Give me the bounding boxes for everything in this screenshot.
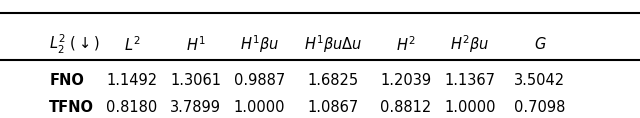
Text: 1.1492: 1.1492 — [106, 73, 157, 88]
Text: 1.6825: 1.6825 — [307, 73, 358, 88]
Text: 1.0000: 1.0000 — [234, 100, 285, 115]
Text: 1.1367: 1.1367 — [444, 73, 495, 88]
Text: $L_2^2$ ($\downarrow$): $L_2^2$ ($\downarrow$) — [49, 33, 100, 56]
Text: 0.8812: 0.8812 — [380, 100, 431, 115]
Text: 3.5042: 3.5042 — [515, 73, 565, 88]
Text: $L^2$: $L^2$ — [124, 35, 140, 54]
Text: 1.0000: 1.0000 — [444, 100, 495, 115]
Text: 1.2039: 1.2039 — [380, 73, 431, 88]
Text: 0.8180: 0.8180 — [106, 100, 157, 115]
Text: FNO: FNO — [49, 73, 84, 88]
Text: $H^2\beta u$: $H^2\beta u$ — [450, 34, 489, 55]
Text: 1.0867: 1.0867 — [307, 100, 358, 115]
Text: $H^2$: $H^2$ — [396, 35, 416, 54]
Text: $H^1$: $H^1$ — [186, 35, 205, 54]
Text: 3.7899: 3.7899 — [170, 100, 221, 115]
Text: $G$: $G$ — [534, 36, 546, 52]
Text: $H^1\beta u$: $H^1\beta u$ — [240, 34, 279, 55]
Text: $H^1\beta u\Delta u$: $H^1\beta u\Delta u$ — [303, 34, 362, 55]
Text: 0.9887: 0.9887 — [234, 73, 285, 88]
Text: TFNO: TFNO — [49, 100, 94, 115]
Text: 0.7098: 0.7098 — [514, 100, 566, 115]
Text: 1.3061: 1.3061 — [170, 73, 221, 88]
